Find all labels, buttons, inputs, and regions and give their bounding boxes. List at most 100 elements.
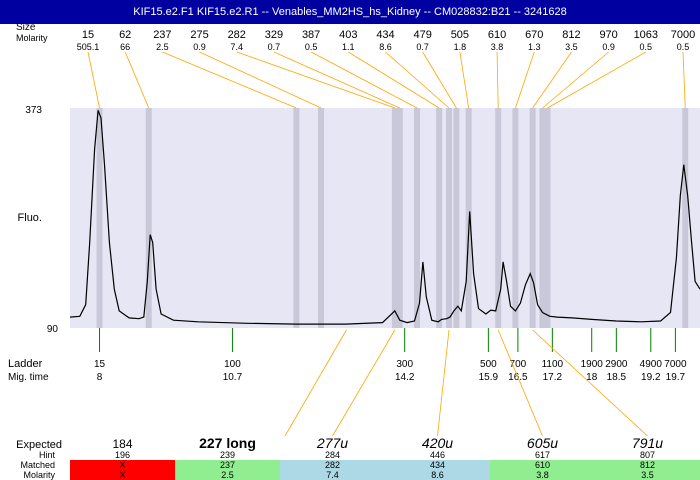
molarity-header-label: Molarity [16, 33, 48, 43]
matched-value: 434 [430, 460, 445, 470]
ladder-row-label: Ladder [8, 358, 43, 370]
peak-molarity-label: 2.5 [156, 42, 169, 52]
peak-size-label: 62 [119, 29, 131, 41]
peak-band [495, 108, 502, 328]
peak-leader-line [385, 51, 450, 109]
peak-band [465, 108, 472, 328]
peak-band [682, 108, 689, 328]
hint-row-label: Hint [39, 450, 56, 460]
hint-value: 446 [430, 450, 445, 460]
peak-molarity-label: 3.5 [565, 42, 578, 52]
ladder-time-label: 18 [586, 372, 598, 383]
peak-leader-line [199, 51, 322, 109]
peak-band [445, 108, 452, 328]
peak-molarity-label: 8.6 [379, 42, 392, 52]
peak-band [413, 108, 420, 328]
expected-row-label: Expected [16, 439, 62, 451]
peak-leader-line [422, 51, 457, 109]
expected-leader-line [532, 329, 648, 437]
ladder-size-label: 700 [510, 359, 527, 370]
peak-leader-line [348, 51, 440, 109]
peak-molarity-label: 0.7 [268, 42, 281, 52]
matched-value: 610 [535, 460, 550, 470]
expected-size-label: 605u [527, 435, 558, 451]
peak-band [544, 108, 551, 328]
hint-value: 617 [535, 450, 550, 460]
hint-value: 196 [115, 450, 130, 460]
peak-molarity-label: 1.8 [454, 42, 467, 52]
match-cell [175, 460, 280, 480]
ladder-size-label: 7000 [664, 359, 687, 370]
expected-size-label: 277u [316, 435, 348, 451]
ladder-time-label: 8 [97, 372, 103, 383]
ladder-size-label: 4900 [640, 359, 663, 370]
peak-band [512, 108, 519, 328]
expected-size-label: 420u [422, 435, 453, 451]
expected-leader-line [332, 329, 396, 437]
peak-molarity-label: 0.9 [193, 42, 206, 52]
peak-molarity-label: 505.1 [77, 42, 100, 52]
fluorescence-trace [69, 110, 700, 325]
peak-leader-line [542, 51, 609, 109]
expected-size-label: 227 long [199, 435, 256, 451]
molarity-value: 8.6 [431, 470, 444, 480]
molarity-row-label: Molarity [23, 470, 55, 480]
peak-leader-line [273, 51, 400, 109]
peak-band [529, 108, 536, 328]
peak-molarity-label: 3.8 [491, 42, 504, 52]
ladder-size-label: 100 [224, 359, 241, 370]
peak-leader-line [310, 51, 418, 109]
matched-value: X [119, 460, 125, 470]
expected-size-label: 791u [632, 435, 663, 451]
fluo-bottom-label: 90 [47, 324, 59, 335]
peak-molarity-label: 1.1 [342, 42, 355, 52]
peak-leader-line [87, 51, 100, 109]
peak-size-label: 282 [228, 29, 246, 41]
matched-row-label: Matched [20, 460, 55, 470]
match-cell [280, 460, 385, 480]
peak-molarity-label: 0.5 [677, 42, 690, 52]
mig-time-row-label: Mig. time [8, 372, 49, 383]
peak-band [293, 108, 300, 328]
peak-size-label: 15 [82, 29, 94, 41]
molarity-value: 7.4 [326, 470, 339, 480]
ladder-time-label: 18.5 [607, 372, 627, 383]
peak-molarity-label: 0.9 [602, 42, 615, 52]
ladder-time-label: 14.2 [395, 372, 415, 383]
peak-leader-line [124, 51, 150, 109]
peak-band [436, 108, 443, 328]
peak-leader-line [682, 51, 686, 109]
ladder-time-label: 19.2 [641, 372, 661, 383]
peak-band [539, 108, 546, 328]
fluo-top-label: 373 [25, 105, 42, 116]
peak-size-label: 7000 [671, 29, 695, 41]
match-cell [385, 460, 490, 480]
peak-size-label: 387 [302, 29, 320, 41]
peak-molarity-label: 0.5 [640, 42, 653, 52]
ladder-time-label: 10.7 [223, 372, 243, 383]
peak-molarity-label: 7.4 [230, 42, 243, 52]
ladder-size-label: 300 [396, 359, 413, 370]
peak-size-label: 970 [599, 29, 617, 41]
molarity-value: 2.5 [221, 470, 234, 480]
peak-leader-line [236, 51, 395, 109]
ladder-size-label: 15 [94, 359, 106, 370]
peak-size-label: 479 [414, 29, 432, 41]
peak-band [96, 108, 103, 328]
peak-molarity-label: 66 [120, 42, 130, 52]
ladder-size-label: 500 [480, 359, 497, 370]
expected-leader-line [497, 329, 543, 437]
peak-size-label: 237 [153, 29, 171, 41]
matched-value: 812 [640, 460, 655, 470]
peak-size-label: 275 [190, 29, 208, 41]
peak-size-label: 610 [488, 29, 506, 41]
expected-leader-line [437, 329, 450, 437]
expected-leader-line [284, 329, 347, 437]
ladder-time-label: 15.9 [479, 372, 499, 383]
ladder-size-label: 1100 [542, 359, 564, 370]
matched-value: 237 [220, 460, 235, 470]
match-cell [595, 460, 700, 480]
window-title: KIF15.e2.F1 KIF15.e2.R1 -- Venables_MM2H… [0, 0, 700, 24]
peak-molarity-label: 0.5 [305, 42, 318, 52]
